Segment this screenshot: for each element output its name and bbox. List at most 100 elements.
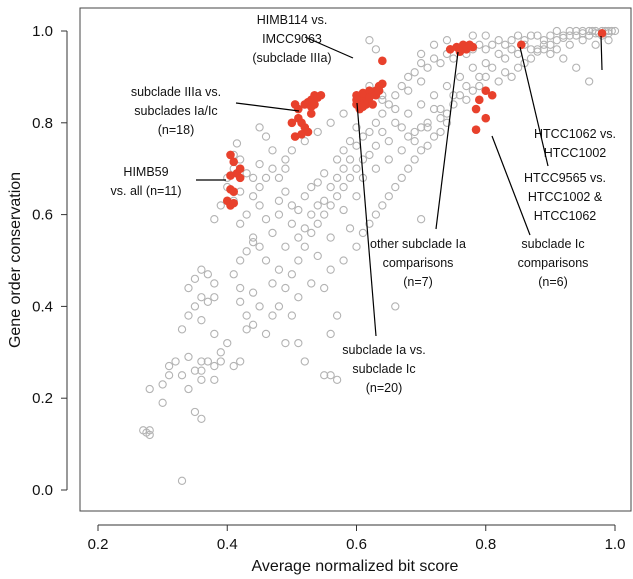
data-point bbox=[539, 36, 549, 45]
highlighted-data-point bbox=[487, 90, 497, 100]
data-point bbox=[197, 366, 206, 375]
data-point bbox=[177, 325, 187, 334]
data-point bbox=[397, 123, 406, 132]
data-point bbox=[352, 242, 361, 251]
data-point bbox=[449, 100, 458, 109]
annotation-label: subclades Ia/Ic bbox=[134, 104, 217, 118]
annotation-label: HIMB59 bbox=[123, 165, 168, 179]
data-point bbox=[177, 476, 187, 485]
data-point bbox=[248, 192, 258, 201]
data-point bbox=[462, 81, 471, 91]
highlighted-data-point bbox=[310, 100, 319, 109]
data-point bbox=[404, 72, 413, 82]
annotations: HIMB114 vs. IMCC9063 (subclade IIIa) subcla… bbox=[111, 13, 616, 395]
data-point bbox=[410, 137, 419, 146]
data-point bbox=[481, 31, 490, 40]
data-point bbox=[281, 155, 290, 164]
data-point bbox=[274, 196, 284, 205]
data-point bbox=[255, 242, 264, 251]
highlighted-data-point bbox=[455, 47, 465, 56]
highlighted-data-point bbox=[297, 129, 306, 139]
annotation-label: IMCC9063 bbox=[262, 32, 322, 46]
data-point bbox=[287, 219, 297, 228]
data-point bbox=[404, 132, 413, 141]
data-point bbox=[326, 329, 335, 339]
y-tick-label: 0.2 bbox=[32, 390, 53, 407]
data-point bbox=[274, 265, 284, 274]
annotation-label: subclade IIIa vs. bbox=[131, 85, 221, 99]
data-point bbox=[371, 141, 381, 150]
data-point bbox=[320, 210, 329, 219]
data-point bbox=[423, 63, 432, 72]
data-point bbox=[184, 384, 193, 394]
data-point bbox=[210, 215, 219, 224]
x-tick-label: 0.4 bbox=[217, 536, 238, 553]
data-point bbox=[371, 164, 381, 173]
data-point bbox=[242, 325, 251, 334]
data-point bbox=[404, 164, 413, 173]
data-point bbox=[287, 201, 297, 210]
annotation-label: vs. all (n=11) bbox=[111, 184, 182, 198]
data-point bbox=[210, 375, 219, 384]
data-point bbox=[274, 302, 284, 311]
data-point bbox=[423, 123, 432, 132]
data-point bbox=[378, 109, 387, 118]
data-point bbox=[313, 251, 322, 261]
data-point bbox=[261, 173, 271, 183]
data-point bbox=[494, 77, 503, 86]
data-point bbox=[559, 31, 568, 40]
data-point bbox=[255, 159, 264, 169]
data-point bbox=[565, 40, 574, 49]
data-point bbox=[326, 233, 335, 242]
data-point bbox=[332, 192, 342, 201]
data-point bbox=[352, 164, 361, 173]
data-point bbox=[365, 127, 374, 137]
data-point bbox=[197, 414, 206, 424]
data-point bbox=[436, 104, 445, 114]
data-point bbox=[578, 36, 587, 45]
data-point bbox=[300, 137, 309, 146]
data-point bbox=[216, 348, 225, 357]
data-point bbox=[442, 36, 452, 45]
data-point bbox=[371, 118, 381, 127]
data-point bbox=[236, 297, 245, 306]
data-point bbox=[210, 279, 219, 288]
data-point bbox=[410, 68, 419, 77]
data-point bbox=[481, 72, 490, 82]
data-point bbox=[507, 72, 516, 82]
data-point bbox=[488, 40, 497, 49]
annotation-leader-line bbox=[235, 102, 300, 112]
highlighted-data-point bbox=[306, 109, 316, 118]
data-point bbox=[313, 201, 322, 210]
data-point bbox=[345, 155, 355, 164]
data-point bbox=[313, 127, 322, 137]
annotation-label: other subclade Ia bbox=[370, 237, 466, 251]
data-point bbox=[442, 118, 452, 127]
data-point bbox=[261, 256, 271, 265]
data-point bbox=[274, 210, 284, 219]
annotation-label: (n=7) bbox=[403, 275, 433, 289]
data-point bbox=[236, 256, 245, 265]
data-point bbox=[261, 132, 271, 141]
data-point bbox=[416, 215, 426, 224]
data-point bbox=[184, 311, 193, 320]
y-tick-label: 0.8 bbox=[32, 115, 53, 132]
data-point bbox=[307, 182, 316, 192]
data-point bbox=[384, 137, 393, 146]
data-point bbox=[462, 95, 471, 104]
data-point bbox=[468, 86, 477, 95]
data-point bbox=[546, 40, 555, 49]
highlighted-data-point bbox=[226, 171, 235, 180]
annotation-label: (subclade IIIa) bbox=[252, 51, 331, 65]
data-point bbox=[358, 228, 368, 238]
data-point bbox=[268, 146, 277, 155]
data-point bbox=[255, 201, 264, 210]
data-point bbox=[339, 256, 348, 265]
data-point bbox=[481, 45, 490, 54]
data-point bbox=[332, 311, 342, 320]
data-point bbox=[416, 77, 426, 86]
data-point bbox=[294, 205, 303, 215]
data-point bbox=[326, 182, 335, 192]
annotation-leader-line bbox=[600, 35, 603, 71]
